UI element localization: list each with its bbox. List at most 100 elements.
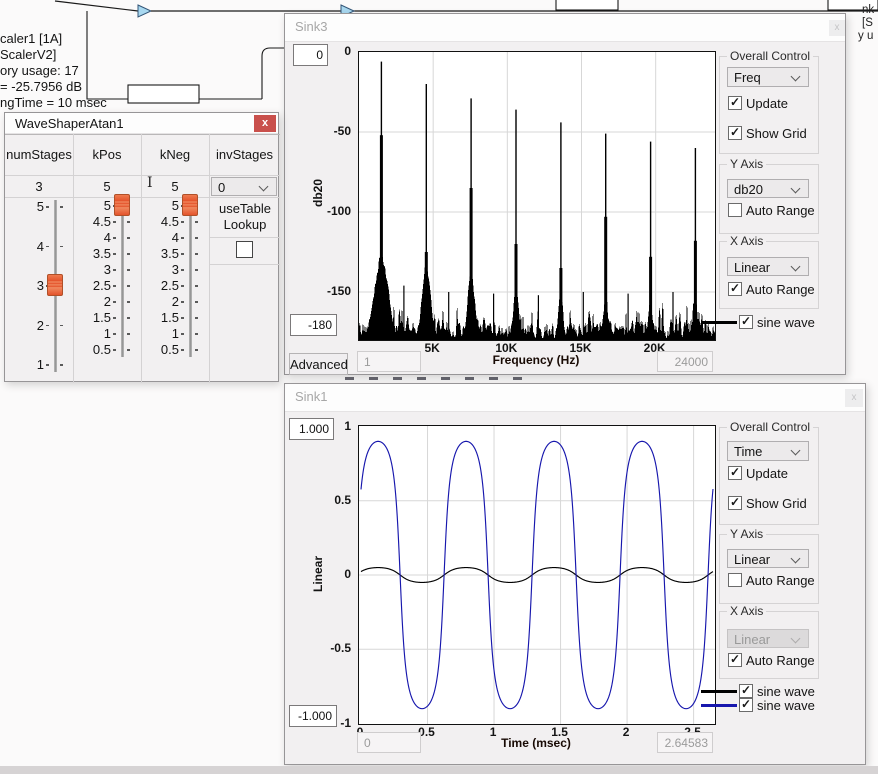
legend-series-checkbox[interactable] xyxy=(739,684,753,698)
tick-mark xyxy=(195,237,198,239)
tick-mark xyxy=(181,301,184,303)
kPos-tick-label: 4.5 xyxy=(79,214,111,229)
kNeg-slider-handle[interactable] xyxy=(182,194,198,216)
kPos-tick-label: 0.5 xyxy=(79,342,111,357)
tick-mark xyxy=(195,253,198,255)
kPos-slider-track[interactable] xyxy=(121,199,124,357)
kPos-slider-handle[interactable] xyxy=(114,194,130,216)
close-button[interactable]: x xyxy=(254,115,276,132)
tick-mark xyxy=(113,301,116,303)
text-cursor-ibeam: I xyxy=(147,175,153,191)
y-axis-mode-value: Linear xyxy=(734,552,770,567)
x-auto-range-checkbox[interactable] xyxy=(728,653,742,667)
numStages-tick-label: 2 xyxy=(12,318,44,333)
tick-mark xyxy=(181,317,184,319)
kNeg-tick-label: 0.5 xyxy=(147,342,179,357)
y-tick: 1 xyxy=(315,419,351,433)
y-auto-range-checkbox[interactable] xyxy=(728,573,742,587)
overall-mode-value: Time xyxy=(734,444,762,459)
window-title: WaveShaperAtan1 xyxy=(15,116,124,131)
module-box xyxy=(128,85,199,103)
y-tick: -100 xyxy=(315,204,351,218)
tick-mark xyxy=(127,285,130,287)
y-auto-range-checkbox[interactable] xyxy=(728,203,742,217)
show-grid-label: Show Grid xyxy=(746,126,807,141)
group-label: Y Axis xyxy=(727,157,766,171)
sink1-titlebar[interactable]: Sink1 xyxy=(285,384,865,412)
spectrum-plot xyxy=(358,51,716,341)
waveform-plot xyxy=(358,425,716,725)
kPos-tick-label: 5 xyxy=(79,198,111,213)
clipped-text-sliver xyxy=(345,377,530,380)
divider xyxy=(5,175,280,176)
tick-mark xyxy=(181,237,184,239)
overall-mode-dropdown[interactable]: Freq xyxy=(727,67,809,87)
kNeg-tick-label: 3.5 xyxy=(147,246,179,261)
tick-mark xyxy=(195,285,198,287)
usetable-checkbox[interactable] xyxy=(236,241,253,258)
sink1-window: Sink1 x 1.000 -1.000 Linear 10.50-0.5-1 … xyxy=(284,383,866,765)
divider xyxy=(141,134,142,383)
legend-series-checkbox[interactable] xyxy=(739,698,753,712)
x-auto-range-checkbox[interactable] xyxy=(728,282,742,296)
update-checkbox[interactable] xyxy=(728,96,742,110)
tick-mark xyxy=(113,317,116,319)
window-title: Sink3 xyxy=(295,19,328,34)
numStages-tick-label: 3 xyxy=(12,278,44,293)
kpos-value[interactable]: 5 xyxy=(73,179,141,194)
tick-mark xyxy=(181,253,184,255)
invstages-dropdown-value: 0 xyxy=(218,180,225,195)
y-tick: -50 xyxy=(315,124,351,138)
bottom-strip xyxy=(0,766,878,774)
close-icon[interactable]: x xyxy=(845,389,863,407)
window-title: Sink1 xyxy=(295,389,328,404)
show-grid-checkbox[interactable] xyxy=(728,496,742,510)
tick-mark xyxy=(127,317,130,319)
tick-mark xyxy=(127,221,130,223)
tick-mark xyxy=(127,237,130,239)
y-axis-mode-value: db20 xyxy=(734,182,763,197)
x-min-field: 1 xyxy=(357,351,421,372)
waveshaper-titlebar[interactable]: WaveShaperAtan1 xyxy=(5,113,278,134)
tick-mark xyxy=(60,364,63,366)
group-label: Y Axis xyxy=(727,527,766,541)
y-axis-dropdown[interactable]: Linear xyxy=(727,549,809,568)
clipped-caption-fragment: y u xyxy=(858,30,873,42)
x-axis-dropdown[interactable]: Linear xyxy=(727,629,809,648)
wire-arrow-icon xyxy=(138,5,151,17)
overall-mode-dropdown[interactable]: Time xyxy=(727,441,809,461)
tick-mark xyxy=(113,253,116,255)
y-axis-dropdown[interactable]: db20 xyxy=(727,179,809,198)
sink3-window: Sink3 x 0 -180 db20 0-50-100-150 5K10K15… xyxy=(284,13,846,375)
sink3-titlebar[interactable]: Sink3 xyxy=(285,14,845,42)
show-grid-checkbox[interactable] xyxy=(728,126,742,140)
kPos-tick-label: 2 xyxy=(79,294,111,309)
kNeg-slider-track[interactable] xyxy=(189,199,192,357)
y-tick: -0.5 xyxy=(315,641,351,655)
tick-mark xyxy=(113,349,116,351)
clipped-caption-fragment: [S xyxy=(862,17,873,29)
tick-mark xyxy=(46,325,49,327)
group-label: Overall Control xyxy=(727,420,813,434)
tick-mark xyxy=(195,269,198,271)
tick-mark xyxy=(181,349,184,351)
close-icon[interactable]: x xyxy=(829,20,845,36)
numstages-value[interactable]: 3 xyxy=(5,179,73,194)
tick-mark xyxy=(113,333,116,335)
x-max-field: 24000 xyxy=(657,351,713,372)
tick-mark xyxy=(181,333,184,335)
kPos-tick-label: 1 xyxy=(79,326,111,341)
divider xyxy=(5,134,280,135)
y-tick: 0 xyxy=(315,44,351,58)
invstages-dropdown[interactable]: 0 xyxy=(211,177,277,196)
show-grid-label: Show Grid xyxy=(746,496,807,511)
legend-series-checkbox[interactable] xyxy=(739,315,753,329)
numStages-slider-handle[interactable] xyxy=(47,274,63,296)
x-axis-dropdown[interactable]: Linear xyxy=(727,257,809,276)
kNeg-tick-label: 4 xyxy=(147,230,179,245)
kPos-tick-label: 3.5 xyxy=(79,246,111,261)
update-checkbox[interactable] xyxy=(728,466,742,480)
y-tick: 0 xyxy=(315,567,351,581)
advanced-button[interactable]: Advanced xyxy=(289,353,348,375)
x-axis-mode-value: Linear xyxy=(734,632,770,647)
